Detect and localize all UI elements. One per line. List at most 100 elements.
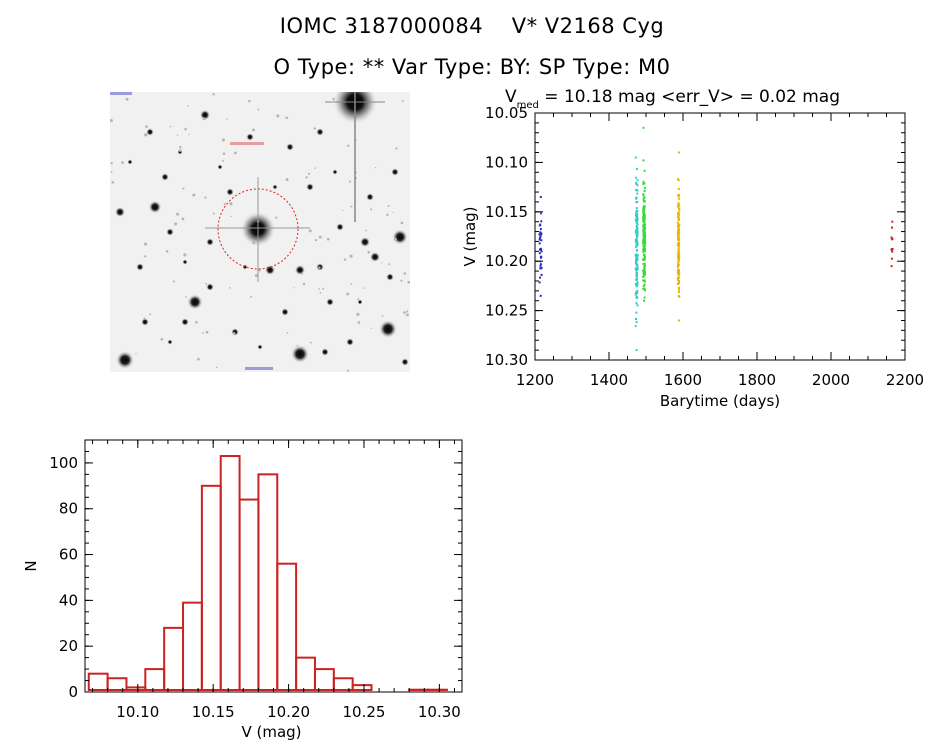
lc-point <box>678 255 681 257</box>
faint-star <box>181 217 185 221</box>
star <box>401 358 409 366</box>
faint-star <box>169 125 172 128</box>
lc-point <box>677 266 680 269</box>
lc-point <box>676 243 679 246</box>
faint-star <box>222 152 226 156</box>
sky-stars <box>110 92 410 372</box>
lc-point <box>539 233 542 236</box>
lc-frame <box>534 112 906 361</box>
faint-star <box>257 108 260 111</box>
faint-star <box>212 92 215 96</box>
lc-point <box>636 263 639 266</box>
star <box>321 348 329 356</box>
faint-star <box>285 178 289 182</box>
lc-point <box>644 240 647 243</box>
lc-ylabel: V (mag) <box>461 206 479 266</box>
lc-point <box>643 273 646 276</box>
faint-star <box>204 196 207 199</box>
lc-point <box>634 231 637 234</box>
star <box>306 183 314 191</box>
star <box>166 228 174 236</box>
histogram-bar <box>87 672 109 692</box>
lc-point <box>539 276 542 279</box>
lightcurve-title: Vmed = 10.18 mag <err_V> = 0.02 mag <box>505 87 840 111</box>
lc-ytick-label: 10.20 <box>485 252 528 270</box>
lc-point <box>643 279 646 282</box>
lc-ytick-label: 10.15 <box>485 203 528 221</box>
lc-point <box>642 220 645 223</box>
lc-point <box>643 219 646 222</box>
lc-point <box>635 295 638 298</box>
lc-point <box>677 272 679 275</box>
lc-point <box>635 241 638 244</box>
lc-point <box>635 168 638 171</box>
faint-star <box>346 369 349 372</box>
faint-star <box>111 180 115 184</box>
faint-star <box>160 337 164 341</box>
lc-point <box>644 256 646 259</box>
lc-point <box>635 228 638 231</box>
lc-point <box>643 244 646 247</box>
faint-star <box>179 145 182 149</box>
faint-star <box>395 147 398 150</box>
lc-point <box>677 279 680 282</box>
hist-xtick-label: 10.10 <box>116 703 159 721</box>
star <box>182 259 188 265</box>
faint-star <box>350 283 353 285</box>
faint-star <box>300 272 303 275</box>
lc-xtick-label: 1200 <box>516 371 554 389</box>
lc-point <box>891 220 894 223</box>
lc-point <box>636 265 639 268</box>
faint-star <box>406 313 409 317</box>
lc-point <box>539 260 542 263</box>
faint-star <box>326 237 330 241</box>
lc-point <box>676 264 679 267</box>
lc-point <box>676 283 679 285</box>
lightcurve-chart: Vmed = 10.18 mag <err_V> = 0.02 mag 1200… <box>461 87 924 410</box>
lc-point <box>678 281 681 284</box>
hist-ytick-label: 100 <box>49 454 78 472</box>
faint-star <box>357 298 360 300</box>
faint-star <box>205 330 209 334</box>
lc-point <box>644 228 646 231</box>
lc-point <box>678 286 680 289</box>
lc-point <box>642 250 645 253</box>
lc-point <box>678 207 681 210</box>
lc-point <box>635 238 638 241</box>
faint-star <box>230 215 232 218</box>
lc-point <box>635 349 638 352</box>
lc-point <box>678 288 680 291</box>
lc-point <box>636 179 639 182</box>
lc-point <box>642 287 645 290</box>
faint-star <box>285 116 289 120</box>
star <box>359 236 371 248</box>
faint-star <box>233 151 237 155</box>
star <box>167 339 173 345</box>
lc-point <box>635 269 638 272</box>
faint-star <box>403 272 407 275</box>
lc-point <box>643 238 646 241</box>
faint-star <box>322 287 325 290</box>
lc-point <box>634 214 637 217</box>
lc-point <box>642 180 645 183</box>
lc-point <box>635 244 638 247</box>
lc-point <box>643 257 646 260</box>
lc-point <box>539 196 542 198</box>
faint-star <box>229 287 231 289</box>
lc-point <box>635 188 638 191</box>
faint-star <box>308 172 311 175</box>
lc-point <box>540 232 543 235</box>
lc-point <box>538 281 541 284</box>
faint-star <box>318 288 320 290</box>
lc-point <box>642 194 645 197</box>
faint-star <box>401 99 404 103</box>
faint-star <box>202 117 206 121</box>
star <box>357 299 363 305</box>
lc-point <box>538 252 541 255</box>
lc-point <box>635 260 637 263</box>
lc-point <box>890 236 893 239</box>
faint-star <box>381 262 383 264</box>
hist-xtick-label: 10.20 <box>267 703 310 721</box>
lc-point <box>635 302 638 305</box>
hist-ytick-label: 60 <box>59 546 78 564</box>
